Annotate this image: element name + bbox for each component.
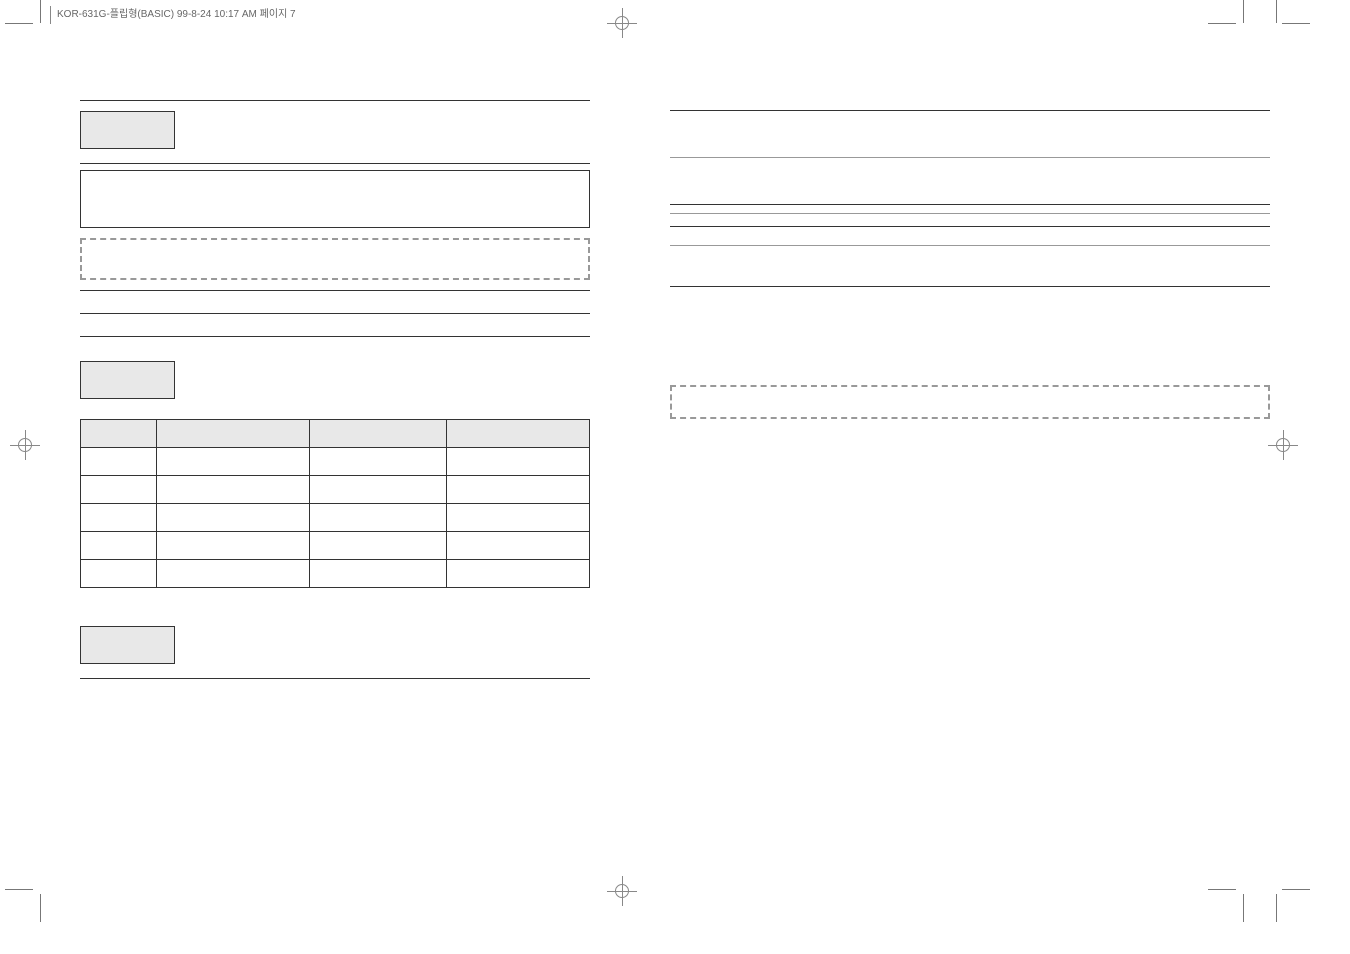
registration-mark xyxy=(607,876,637,906)
table-cell xyxy=(447,532,590,560)
crop-mark xyxy=(1243,894,1244,922)
table-cell xyxy=(310,476,447,504)
crop-mark xyxy=(1282,889,1310,890)
table-row xyxy=(81,476,590,504)
document-header-info: KOR-631G-플립형(BASIC) 99-8-24 10:17 AM 페이지… xyxy=(50,6,296,24)
table-cell xyxy=(310,504,447,532)
table-cell xyxy=(157,476,310,504)
crop-mark xyxy=(40,894,41,922)
dashed-note-box xyxy=(80,238,590,280)
table-cell xyxy=(310,448,447,476)
table-cell xyxy=(157,504,310,532)
crop-mark xyxy=(1208,23,1236,24)
section-label-box xyxy=(80,111,175,149)
dashed-note-box xyxy=(670,385,1270,419)
table-header-cell xyxy=(310,420,447,448)
registration-mark xyxy=(607,8,637,38)
crop-mark xyxy=(5,23,33,24)
table-cell xyxy=(81,560,157,588)
crop-mark xyxy=(1208,889,1236,890)
table-cell xyxy=(447,560,590,588)
registration-mark xyxy=(1268,430,1298,460)
table-header-cell xyxy=(447,420,590,448)
table-cell xyxy=(157,532,310,560)
registration-mark xyxy=(10,430,40,460)
table-header-cell xyxy=(157,420,310,448)
crop-mark xyxy=(1282,23,1310,24)
callout-box xyxy=(80,170,590,228)
crop-mark xyxy=(40,0,41,23)
table-cell xyxy=(81,448,157,476)
data-table xyxy=(80,419,590,588)
crop-mark xyxy=(1276,0,1277,23)
page-right xyxy=(670,100,1270,429)
page-left xyxy=(80,100,590,679)
crop-mark xyxy=(5,889,33,890)
table-header-row xyxy=(81,420,590,448)
divider xyxy=(80,163,590,164)
table-cell xyxy=(157,560,310,588)
table-row xyxy=(81,448,590,476)
table-cell xyxy=(447,504,590,532)
divider xyxy=(80,678,590,679)
divider xyxy=(80,100,590,101)
crop-mark xyxy=(1243,0,1244,23)
table-cell xyxy=(447,476,590,504)
table-cell xyxy=(447,448,590,476)
table-row xyxy=(81,560,590,588)
table-cell xyxy=(310,560,447,588)
table-cell xyxy=(157,448,310,476)
table-cell xyxy=(81,476,157,504)
table-row xyxy=(81,504,590,532)
table-cell xyxy=(310,532,447,560)
section-label-box xyxy=(80,361,175,399)
section-label-box xyxy=(80,626,175,664)
crop-mark xyxy=(1276,894,1277,922)
table-cell xyxy=(81,504,157,532)
table-cell xyxy=(81,532,157,560)
table-row xyxy=(81,532,590,560)
table-header-cell xyxy=(81,420,157,448)
